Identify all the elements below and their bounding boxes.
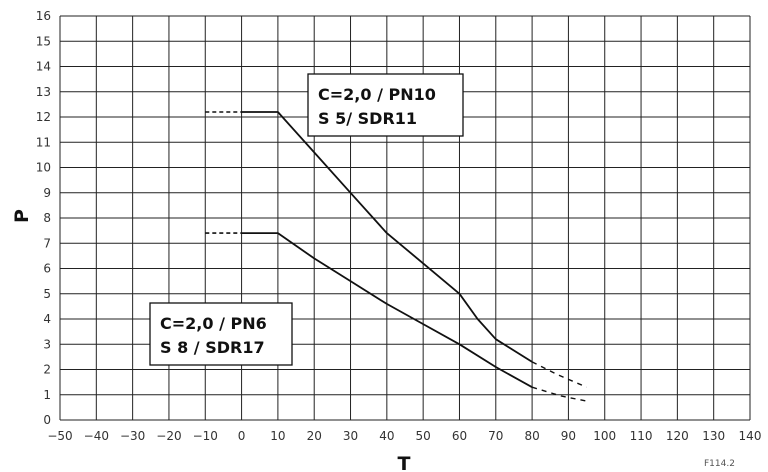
annotation-box-pn10 bbox=[307, 73, 464, 137]
x-tick-label: −30 bbox=[120, 429, 145, 443]
series-line-pn6 bbox=[241, 232, 533, 388]
series-dashed-end-pn10 bbox=[531, 361, 587, 388]
annotations: C=2,0 / PN10 S 5/ SDR11 C=2,0 / PN6 S 8 … bbox=[149, 73, 464, 366]
annotation-pn6-line2: S 8 / SDR17 bbox=[160, 338, 265, 357]
y-tick-label: 4 bbox=[43, 312, 51, 326]
series-lines bbox=[205, 111, 587, 402]
y-tick-label: 1 bbox=[43, 388, 51, 402]
x-tick-label: 30 bbox=[343, 429, 358, 443]
x-tick-label: −50 bbox=[47, 429, 72, 443]
annotation-pn6-line1: C=2,0 / PN6 bbox=[160, 314, 267, 333]
x-tick-label: 20 bbox=[307, 429, 322, 443]
x-tick-label: 60 bbox=[452, 429, 467, 443]
x-tick-label: 40 bbox=[379, 429, 394, 443]
annotation-box-pn6 bbox=[149, 302, 293, 366]
x-tick-label: 90 bbox=[561, 429, 576, 443]
x-tick-label: 80 bbox=[524, 429, 539, 443]
x-tick-label: 110 bbox=[630, 429, 653, 443]
y-tick-label: 14 bbox=[36, 60, 51, 74]
x-tick-label: 120 bbox=[666, 429, 689, 443]
annotation-pn10: C=2,0 / PN10 S 5/ SDR11 bbox=[307, 73, 464, 137]
y-axis-label: P bbox=[11, 209, 33, 223]
y-tick-label: 2 bbox=[43, 363, 51, 377]
tick-labels: −50 −40 −30 −20 −10 0 10 20 30 40 50 60 70 80 90 100 110… bbox=[36, 9, 762, 443]
y-tick-label: 8 bbox=[43, 211, 51, 225]
y-tick-label: 15 bbox=[36, 34, 51, 48]
annotation-pn10-line2: S 5/ SDR11 bbox=[318, 109, 417, 128]
annotation-pn6: C=2,0 / PN6 S 8 / SDR17 bbox=[149, 302, 293, 366]
y-tick-label: 5 bbox=[43, 287, 51, 301]
x-axis-label: T bbox=[398, 453, 411, 472]
x-tick-label: 130 bbox=[702, 429, 725, 443]
annotation-pn10-line1: C=2,0 / PN10 bbox=[318, 85, 436, 104]
x-tick-label: −40 bbox=[84, 429, 109, 443]
x-tick-label: −20 bbox=[156, 429, 181, 443]
y-tick-label: 13 bbox=[36, 85, 51, 99]
y-tick-label: 9 bbox=[43, 186, 51, 200]
series-line-pn10 bbox=[241, 111, 533, 363]
y-tick-label: 11 bbox=[36, 135, 51, 149]
y-tick-label: 6 bbox=[43, 262, 51, 276]
x-tick-label: 0 bbox=[238, 429, 246, 443]
series-dashed-end-pn6 bbox=[531, 386, 587, 402]
y-tick-label: 16 bbox=[36, 9, 51, 23]
x-tick-label: 50 bbox=[416, 429, 431, 443]
y-tick-label: 0 bbox=[43, 413, 51, 427]
x-tick-label: 10 bbox=[270, 429, 285, 443]
figure-code: F114.2 bbox=[704, 459, 735, 469]
x-tick-label: 140 bbox=[739, 429, 762, 443]
y-tick-label: 10 bbox=[36, 161, 51, 175]
y-tick-label: 7 bbox=[43, 236, 51, 250]
y-tick-label: 12 bbox=[36, 110, 51, 124]
x-tick-label: 70 bbox=[488, 429, 503, 443]
x-tick-label: −10 bbox=[193, 429, 218, 443]
x-tick-label: 100 bbox=[593, 429, 616, 443]
y-tick-label: 3 bbox=[43, 337, 51, 351]
